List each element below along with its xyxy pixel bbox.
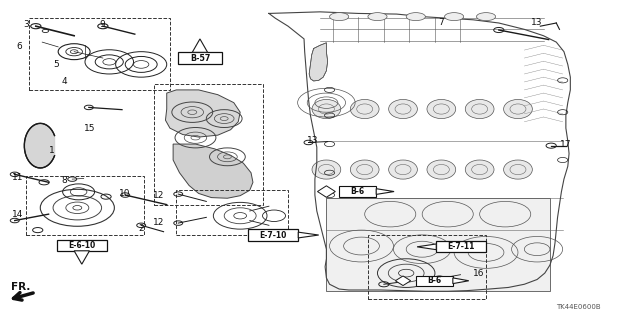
Text: 12: 12: [153, 218, 164, 227]
Bar: [436, 241, 486, 252]
Text: E-7-11: E-7-11: [447, 242, 475, 251]
Bar: [339, 187, 376, 197]
Polygon shape: [417, 244, 436, 250]
Bar: [248, 229, 298, 241]
Text: B-6: B-6: [428, 276, 442, 285]
Ellipse shape: [476, 13, 495, 20]
Polygon shape: [173, 144, 253, 198]
Text: 6: 6: [17, 42, 22, 52]
Ellipse shape: [350, 160, 379, 179]
Polygon shape: [24, 123, 54, 168]
Ellipse shape: [312, 160, 340, 179]
Text: E-6-10: E-6-10: [68, 241, 95, 250]
Ellipse shape: [445, 13, 464, 20]
Polygon shape: [396, 276, 411, 285]
Polygon shape: [453, 278, 468, 284]
Text: 11: 11: [12, 173, 24, 182]
Text: 2: 2: [138, 224, 143, 233]
Polygon shape: [192, 39, 207, 52]
Bar: [326, 198, 550, 291]
Bar: [176, 190, 288, 235]
Polygon shape: [298, 232, 319, 238]
Ellipse shape: [350, 100, 379, 119]
Ellipse shape: [427, 100, 456, 119]
Text: 10: 10: [119, 189, 131, 198]
Ellipse shape: [465, 100, 494, 119]
Ellipse shape: [427, 160, 456, 179]
Ellipse shape: [312, 100, 340, 119]
Bar: [57, 240, 107, 251]
Text: 7: 7: [438, 19, 444, 28]
Text: 15: 15: [84, 124, 95, 132]
Polygon shape: [74, 251, 90, 264]
Bar: [26, 176, 145, 235]
Text: 13: 13: [531, 19, 542, 28]
Text: 12: 12: [153, 190, 164, 200]
Ellipse shape: [330, 13, 349, 20]
Text: E-7-10: E-7-10: [260, 230, 287, 240]
Text: 17: 17: [559, 140, 571, 148]
Ellipse shape: [465, 160, 494, 179]
Ellipse shape: [388, 100, 417, 119]
Text: 1: 1: [49, 146, 54, 155]
Text: 3: 3: [23, 20, 29, 29]
Bar: [416, 276, 453, 286]
Ellipse shape: [388, 160, 417, 179]
Text: 5: 5: [53, 60, 59, 69]
Polygon shape: [317, 186, 335, 197]
Ellipse shape: [406, 13, 426, 20]
Text: 13: 13: [307, 136, 319, 145]
Polygon shape: [309, 43, 328, 81]
Text: 4: 4: [61, 77, 67, 86]
Text: 9: 9: [100, 20, 106, 29]
Text: FR.: FR.: [12, 282, 31, 292]
Text: TK44E0600B: TK44E0600B: [556, 304, 601, 310]
Ellipse shape: [368, 13, 387, 20]
Text: 8: 8: [61, 176, 67, 185]
Bar: [154, 84, 262, 204]
Bar: [368, 235, 486, 299]
Polygon shape: [166, 90, 240, 137]
Ellipse shape: [504, 100, 532, 119]
Text: B-57: B-57: [189, 54, 210, 63]
Ellipse shape: [504, 160, 532, 179]
Bar: [178, 52, 221, 64]
Text: 14: 14: [12, 210, 24, 219]
Text: B-6: B-6: [351, 187, 365, 196]
Polygon shape: [376, 189, 394, 195]
Bar: [29, 18, 170, 90]
Text: 16: 16: [473, 268, 484, 278]
